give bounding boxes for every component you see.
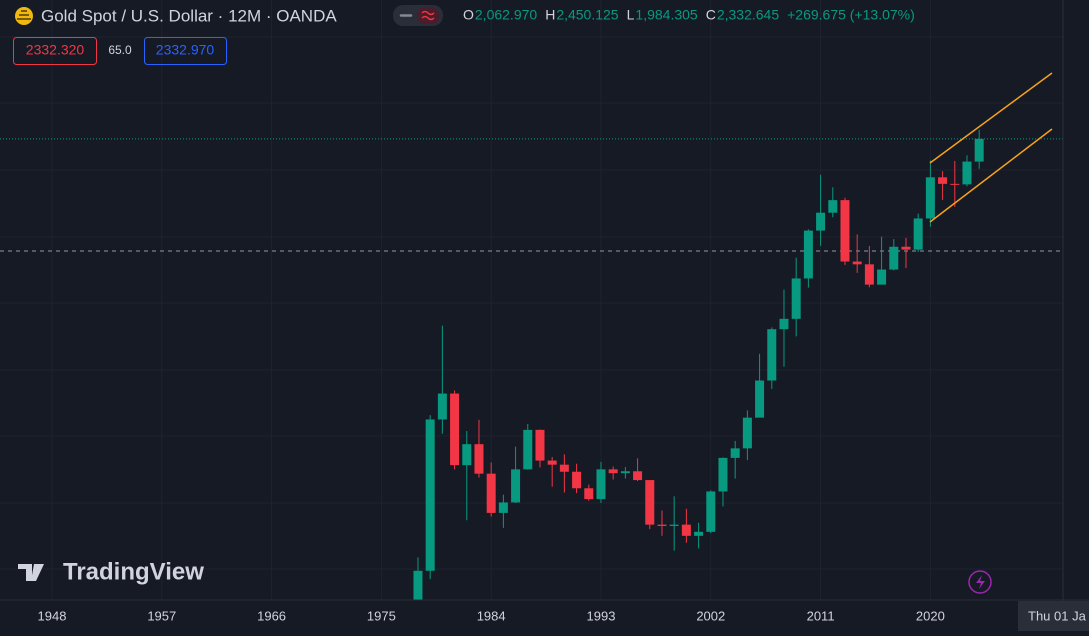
candle-body	[608, 469, 618, 474]
channel-line	[929, 72, 1053, 164]
x-tick-label: 2011	[807, 608, 835, 623]
candle-body	[816, 212, 826, 231]
candle-body	[681, 524, 691, 536]
x-tick-label: 1957	[147, 608, 176, 623]
candle-body	[889, 246, 899, 270]
ohlc-change: +269.675 (+13.07%)	[787, 7, 915, 23]
spread: 65.0	[108, 43, 132, 57]
candle-body	[901, 246, 911, 250]
candle-body	[974, 138, 984, 162]
candle-body	[925, 177, 935, 219]
candle-body	[486, 473, 496, 513]
toggle-icon	[421, 10, 435, 21]
x-tick-label: 2002	[696, 608, 725, 623]
tv-logo-dot	[33, 565, 39, 571]
candle-body	[511, 469, 521, 503]
candle-body	[572, 471, 582, 489]
candle-body	[547, 460, 557, 465]
candle-body	[950, 183, 960, 185]
candle-body	[498, 502, 508, 513]
candle-body	[864, 264, 874, 285]
candle-body	[437, 393, 447, 420]
candle-body	[535, 429, 545, 461]
candle-body	[755, 380, 765, 418]
candle-body	[425, 419, 435, 571]
x-tick-label: 1984	[477, 608, 506, 623]
toggle-icon-bg	[417, 7, 439, 24]
candle-body	[413, 570, 423, 600]
ohlc-key: H	[545, 7, 555, 23]
x-tick-label: 1975	[367, 608, 396, 623]
alert-icon[interactable]	[968, 570, 992, 594]
candle-body	[669, 524, 679, 526]
ohlc-value: 1,984.305	[635, 7, 697, 23]
buy-price: 2332.970	[156, 42, 215, 58]
candle-body	[852, 261, 862, 265]
ohlc-value: 2,062.970	[475, 7, 537, 23]
candle-body	[718, 457, 728, 492]
ohlc-value: 2,332.645	[717, 7, 779, 23]
x-tick-label: 2020	[916, 608, 945, 623]
candle-body	[938, 177, 948, 184]
buy-box[interactable]	[144, 37, 227, 65]
candle-body	[962, 161, 972, 185]
candle-body	[657, 524, 667, 526]
candle-body	[450, 393, 460, 466]
candle-body	[767, 329, 777, 381]
candle-body	[694, 531, 704, 536]
x-tick-label: 1948	[38, 608, 67, 623]
candle-body	[645, 480, 655, 525]
ohlc-value: 2,450.125	[556, 7, 618, 23]
candle-body	[877, 269, 887, 285]
watermark: TradingView	[63, 558, 204, 585]
candle-body	[559, 464, 569, 472]
ohlc-key: L	[627, 7, 635, 23]
candle-body	[462, 444, 472, 466]
candle-body	[584, 488, 594, 500]
candle-body	[828, 200, 838, 213]
candle-body	[596, 469, 606, 500]
sell-price: 2332.320	[26, 42, 85, 58]
candle-body	[840, 200, 850, 262]
channel-line	[929, 128, 1053, 223]
candle-body	[742, 417, 752, 449]
x-tick-label: 1966	[257, 608, 286, 623]
ohlc-key: O	[463, 7, 474, 23]
grid-layout	[0, 36, 1063, 570]
candle-body	[791, 278, 801, 319]
candle-body	[620, 471, 630, 474]
candle-body	[633, 471, 643, 481]
alert-bolt	[976, 575, 985, 589]
crosshair-time: Thu 01 Ja	[1028, 608, 1087, 623]
candle-body	[523, 429, 533, 470]
candle-body	[913, 218, 923, 250]
candle-body	[474, 444, 484, 474]
symbol-icon-bars	[17, 10, 31, 20]
crosshair-time-box	[1018, 601, 1089, 631]
ohlc-key: C	[706, 7, 716, 23]
candle-body	[730, 448, 740, 458]
candle-body	[706, 491, 716, 532]
x-tick-label: 1993	[587, 608, 616, 623]
symbol-title[interactable]: Gold Spot / U.S. Dollar · 12M · OANDA	[41, 6, 337, 25]
candle-body	[779, 318, 789, 330]
sell-box[interactable]	[13, 37, 97, 65]
candle-body	[803, 230, 813, 279]
